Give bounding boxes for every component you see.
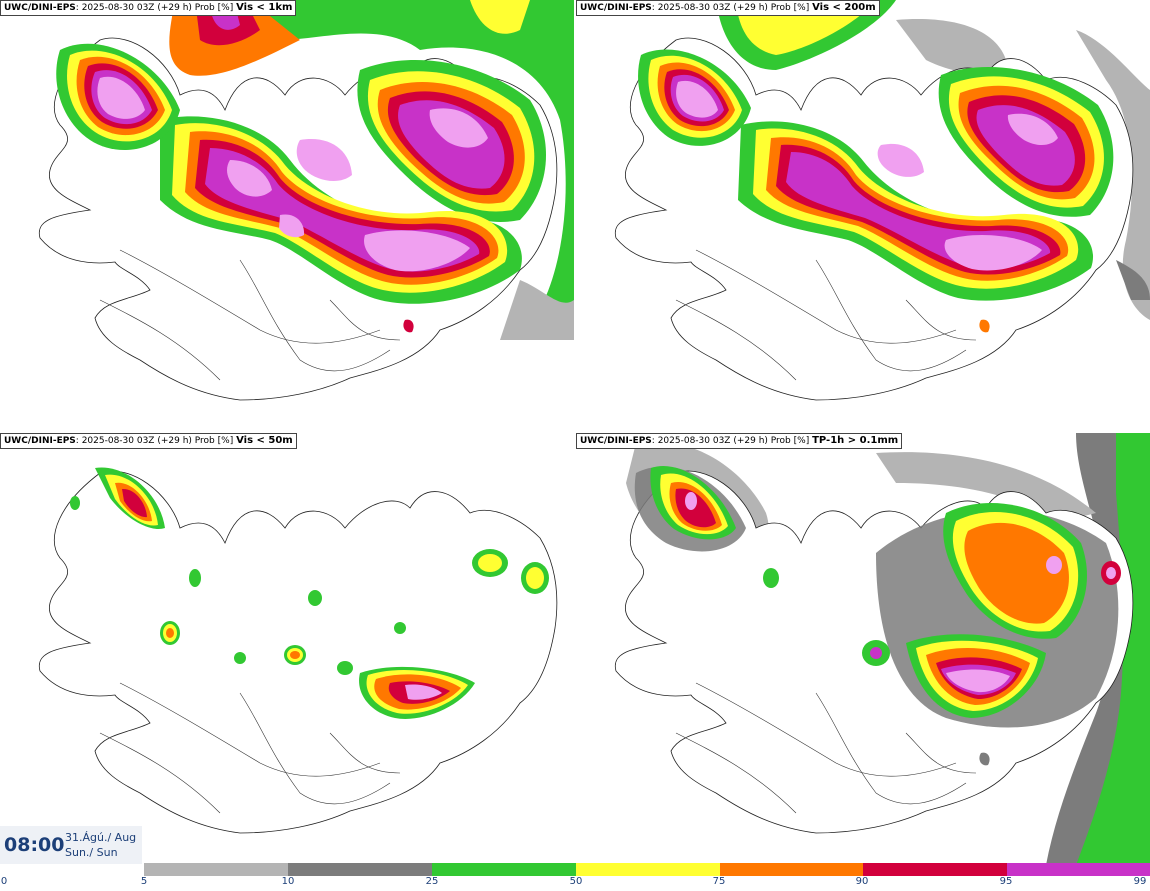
colorbar-segment-90-95: [863, 863, 1007, 876]
colorbar-segment-10-25: [288, 863, 432, 876]
valid-time: 08:00: [4, 834, 65, 856]
colorbar-tick: 95: [999, 876, 1013, 887]
probability-map: [38, 0, 574, 401]
colorbar-ticks: 0 5 10 25 50 75 90 95 99: [0, 876, 1150, 891]
panel-title: UWC/DINI-EPS: 2025-08-30 03Z (+29 h) Pro…: [0, 433, 297, 449]
panel-title: UWC/DINI-EPS: 2025-08-30 03Z (+29 h) Pro…: [0, 0, 297, 16]
valid-day-label: Sun./ Sun: [65, 846, 118, 859]
map-panel-vis-1km: UWC/DINI-EPS: 2025-08-30 03Z (+29 h) Pro…: [0, 0, 574, 432]
map-panel-vis-200m: UWC/DINI-EPS: 2025-08-30 03Z (+29 h) Pro…: [576, 0, 1150, 432]
probability-map: [614, 433, 1150, 865]
map-panel-tp-1h: UWC/DINI-EPS: 2025-08-30 03Z (+29 h) Pro…: [576, 433, 1150, 865]
valid-date: 31.Ágú./ Aug Sun./ Sun: [65, 830, 136, 860]
colorbar-segment-50-75: [576, 863, 720, 876]
colorbar-segment-75-90: [720, 863, 863, 876]
colorbar-tick: 75: [712, 876, 726, 887]
colorbar-tick: 90: [855, 876, 869, 887]
valid-date-label: 31.Ágú./ Aug: [65, 831, 137, 844]
colorbar-tick: 25: [425, 876, 439, 887]
colorbar-tick: 5: [140, 876, 148, 887]
colorbar-segment-95-99: [1007, 863, 1150, 876]
probability-map: [614, 0, 1150, 401]
probability-map: [38, 467, 558, 834]
colorbar-segment-25-50: [432, 863, 576, 876]
colorbar-tick: 99: [1133, 876, 1147, 887]
colorbar: [144, 863, 1150, 876]
panel-title: UWC/DINI-EPS: 2025-08-30 03Z (+29 h) Pro…: [576, 0, 880, 16]
colorbar-tick: 10: [281, 876, 295, 887]
map-panel-vis-50m: UWC/DINI-EPS: 2025-08-30 03Z (+29 h) Pro…: [0, 433, 574, 865]
colorbar-tick: 50: [569, 876, 583, 887]
valid-time-box: 08:00 31.Ágú./ Aug Sun./ Sun: [0, 826, 142, 864]
panel-title: UWC/DINI-EPS: 2025-08-30 03Z (+29 h) Pro…: [576, 433, 903, 449]
colorbar-segment-5-10: [144, 863, 288, 876]
colorbar-tick: 0: [0, 876, 8, 887]
